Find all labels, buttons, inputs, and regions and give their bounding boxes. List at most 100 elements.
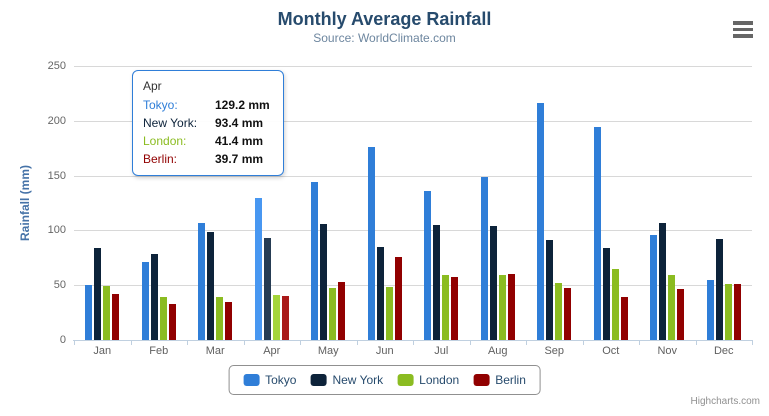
bar-berlin-may[interactable] [338, 282, 346, 340]
bar-london-jan[interactable] [103, 286, 111, 340]
legend-item-label: Berlin [495, 373, 526, 387]
bar-new-york-jun[interactable] [376, 247, 384, 340]
x-axis-tick [752, 340, 753, 345]
tooltip-series-value: 93.4 mm [215, 116, 264, 130]
legend-item-london[interactable]: London [397, 373, 459, 387]
bar-tokyo-jul[interactable] [424, 191, 432, 340]
legend-swatch-new-york [310, 374, 327, 386]
x-axis-label: Jul [434, 345, 449, 357]
bar-new-york-oct[interactable] [602, 248, 610, 340]
x-axis-tick [243, 340, 245, 345]
x-axis-label: Sep [544, 345, 565, 357]
hamburger-bar [733, 21, 753, 25]
tooltip-row: London: 41.4 mm [143, 132, 273, 150]
legend-item-new-york[interactable]: New York [310, 373, 383, 387]
bar-berlin-jan[interactable] [112, 293, 120, 340]
bar-new-york-apr[interactable] [263, 237, 271, 340]
bar-tokyo-jun[interactable] [367, 147, 375, 340]
bar-tokyo-oct[interactable] [593, 127, 601, 340]
x-axis-label: Feb [149, 345, 169, 357]
tooltip-series-label: Berlin: [143, 152, 178, 166]
tooltip-row: Berlin: 39.7 mm [143, 150, 273, 168]
bar-berlin-nov[interactable] [677, 288, 685, 340]
x-axis-tick [526, 340, 527, 345]
bar-tokyo-nov[interactable] [650, 235, 658, 340]
bar-london-mar[interactable] [216, 296, 224, 340]
tooltip-series-value: 39.7 mm [215, 152, 264, 166]
y-gridline [74, 120, 752, 122]
bar-tokyo-apr[interactable] [254, 198, 262, 340]
legend-item-label: London [419, 373, 460, 387]
x-axis-label: Dec [713, 345, 734, 357]
plot-area [74, 66, 752, 340]
context-menu-button[interactable] [731, 20, 755, 40]
legend-item-label: New York [332, 373, 384, 387]
bar-berlin-apr[interactable] [281, 296, 289, 340]
bar-berlin-jul[interactable] [451, 277, 459, 340]
tooltip-series-label: London: [143, 134, 187, 148]
hamburger-menu-icon [733, 21, 753, 38]
bar-berlin-aug[interactable] [507, 273, 515, 340]
bar-new-york-dec[interactable] [715, 238, 723, 340]
chart-title: Monthly Average Rainfall [277, 9, 492, 29]
credits-link[interactable]: Highcharts.com [690, 396, 760, 407]
x-axis-label: Aug [487, 345, 508, 357]
y-gridline [74, 285, 752, 287]
bar-new-york-sep[interactable] [546, 240, 554, 340]
bar-london-dec[interactable] [724, 283, 732, 340]
tooltip-rows: Tokyo: 129.2 mm New York: 93.4 mm London: 41.… [143, 96, 273, 168]
bar-berlin-jun[interactable] [394, 257, 402, 340]
bar-berlin-dec[interactable] [733, 283, 741, 340]
bar-tokyo-mar[interactable] [198, 223, 206, 340]
x-axis-tick [413, 340, 414, 345]
x-axis-tick [74, 340, 75, 345]
bar-berlin-oct[interactable] [620, 297, 628, 340]
y-axis-label: 0 [59, 334, 66, 346]
bar-london-sep[interactable] [555, 282, 563, 340]
bar-london-jul[interactable] [442, 275, 450, 340]
bar-new-york-may[interactable] [320, 223, 328, 340]
bar-london-feb[interactable] [159, 297, 167, 340]
bar-tokyo-may[interactable] [311, 182, 319, 340]
x-axis-label: May [317, 345, 339, 357]
bar-new-york-aug[interactable] [489, 225, 497, 340]
bar-new-york-nov[interactable] [659, 223, 667, 340]
x-axis-tick [639, 340, 640, 345]
legend-item-berlin[interactable]: Berlin [473, 373, 526, 387]
bar-tokyo-feb[interactable] [141, 261, 149, 340]
tooltip: Apr Tokyo: 129.2 mm New York: 93.4 mm London… [132, 70, 284, 176]
x-axis-tick [187, 340, 188, 345]
tooltip-series-label: New York: [143, 116, 198, 130]
x-axis-label: Mar [205, 345, 225, 357]
bar-tokyo-sep[interactable] [537, 102, 545, 340]
x-axis-label: Jun [375, 345, 394, 357]
bar-tokyo-aug[interactable] [480, 177, 488, 340]
y-gridline [74, 230, 752, 232]
bar-new-york-jan[interactable] [94, 248, 102, 340]
bar-london-nov[interactable] [668, 275, 676, 340]
bar-tokyo-dec[interactable] [706, 280, 714, 340]
y-gridline [74, 175, 752, 177]
y-axis-label: 150 [47, 169, 66, 182]
bar-new-york-feb[interactable] [150, 253, 158, 340]
y-axis-label: 50 [53, 279, 66, 292]
bar-new-york-jul[interactable] [433, 224, 441, 340]
bar-london-jun[interactable] [385, 287, 393, 340]
bar-berlin-feb[interactable] [168, 303, 176, 340]
bar-tokyo-jan[interactable] [85, 285, 93, 340]
legend-item-label: Tokyo [265, 373, 297, 387]
bar-london-aug[interactable] [498, 274, 506, 340]
bar-berlin-sep[interactable] [564, 287, 572, 340]
legend-swatch-london [397, 374, 414, 386]
x-axis-line [73, 340, 753, 341]
legend-item-tokyo[interactable]: Tokyo [243, 373, 296, 387]
bar-berlin-mar[interactable] [225, 302, 233, 340]
chart-subtitle: Source: WorldClimate.com [313, 31, 456, 45]
bar-london-apr[interactable] [272, 294, 280, 340]
y-axis-label: 200 [47, 114, 66, 127]
bar-new-york-mar[interactable] [207, 232, 215, 340]
y-axis-label: 100 [47, 224, 66, 237]
bar-london-oct[interactable] [611, 268, 619, 340]
bar-london-may[interactable] [329, 288, 337, 340]
